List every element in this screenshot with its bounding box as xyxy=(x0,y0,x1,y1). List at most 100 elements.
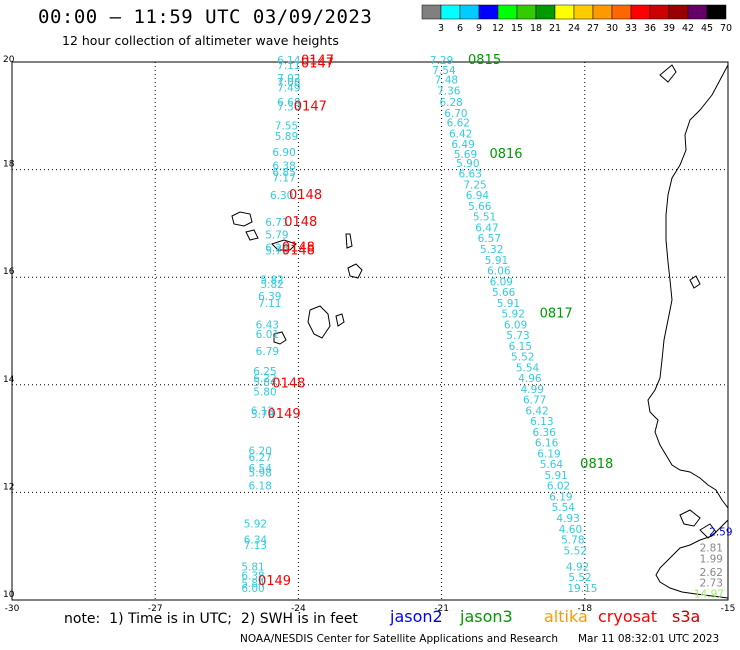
wave-height-value: 5.89 xyxy=(275,131,298,143)
pass-time-label: 0149 xyxy=(268,407,301,422)
pass-time-label: 0148 xyxy=(289,188,322,203)
chart-title: 00:00 – 11:59 UTC 03/09/2023 xyxy=(38,6,373,28)
axis-tick-labels: -30 -27 -24 -21 -18 -15 10 12 14 16 18 20 xyxy=(3,55,735,614)
scale-swatch xyxy=(687,4,708,20)
y-tick-label: 20 xyxy=(3,55,15,65)
wave-height-value: 6.62 xyxy=(447,118,470,130)
wave-height-value: 6.20 xyxy=(249,446,272,458)
satellite-legend-jason2: jason2 xyxy=(390,607,443,626)
scale-label: 6 xyxy=(457,23,463,34)
coast-island-c xyxy=(679,509,701,527)
scale-label: 3 xyxy=(438,23,444,34)
wave-height-value: 6.18 xyxy=(249,481,272,493)
wave-height-value: 7.36 xyxy=(437,85,461,97)
scale-swatch xyxy=(630,4,651,20)
scale-swatch xyxy=(440,4,461,20)
wave-height-value: 5.79 xyxy=(265,246,288,258)
wave-height-value: 6.63 xyxy=(459,169,482,181)
wave-height-value: 6.19 xyxy=(537,448,560,460)
grid-lines xyxy=(12,62,728,600)
pass-time-label: 0818 xyxy=(580,457,613,472)
scale-swatch xyxy=(497,4,518,20)
x-tick-label: -15 xyxy=(721,604,736,614)
wave-height-value: 6.09 xyxy=(504,319,527,331)
wave-height-value: 5.84 xyxy=(253,377,277,389)
wave-height-value: 6.54 xyxy=(249,463,273,475)
island-maio xyxy=(335,313,345,327)
wave-height-value: 5.92 xyxy=(502,309,525,321)
scale-swatch xyxy=(649,4,670,20)
y-tick-label: 18 xyxy=(3,160,15,170)
wave-height-value: 6.70 xyxy=(444,108,467,120)
pass-time-label: 0149 xyxy=(258,574,291,589)
island-santo-antao xyxy=(231,211,253,227)
island-sao-nicolau xyxy=(271,239,297,251)
wave-height-value: 7.02 xyxy=(277,73,300,85)
island-fogo xyxy=(273,331,287,345)
y-tick-label: 14 xyxy=(3,375,15,385)
wave-height-value: 2.62 xyxy=(700,567,723,579)
wave-height-value: 7.17 xyxy=(272,172,295,184)
scale-label: 45 xyxy=(701,23,713,34)
wave-height-value: 2.73 xyxy=(700,578,723,590)
wave-height-value: 7.11 xyxy=(277,60,300,72)
footer-generated-time: Mar 11 08:32:01 UTC 2023 xyxy=(578,633,720,645)
coast-island-d xyxy=(699,523,717,539)
wave-height-value: 5.66 xyxy=(468,201,492,213)
wave-height-value: 4.92 xyxy=(566,561,589,573)
wave-height-value: 6.47 xyxy=(475,222,498,234)
wave-height-value: 6.12 xyxy=(251,405,274,417)
wave-height-value: 6.94 xyxy=(466,190,490,202)
pass-time-label: 0815 xyxy=(468,53,501,68)
scale-label: 36 xyxy=(644,23,656,34)
wave-height-value: 5.51 xyxy=(473,212,496,224)
wave-height-value: 7.13 xyxy=(244,540,267,552)
wave-height-value: 5.32 xyxy=(480,244,503,256)
wave-height-value: 5.90 xyxy=(456,158,479,170)
x-tick-label: -27 xyxy=(148,604,163,614)
wave-height-value: 1.99 xyxy=(700,553,723,565)
wave-height-value: 7.48 xyxy=(435,75,458,87)
wave-height-value: 5.92 xyxy=(244,518,267,530)
wave-height-value: 6.79 xyxy=(256,346,279,358)
wave-height-value: 6.39 xyxy=(258,291,281,303)
wave-height-value: 6.42 xyxy=(449,128,472,140)
wave-height-value: 7.29 xyxy=(430,55,453,67)
wave-height-value: 6.71 xyxy=(265,217,288,229)
scale-swatch xyxy=(478,4,499,20)
satellite-legend-jason3: jason3 xyxy=(460,607,513,626)
pass-time-label: 0148 xyxy=(282,244,315,259)
wave-height-value: 5.52 xyxy=(564,545,587,557)
wave-height-value: 5.82 xyxy=(260,279,283,291)
wave-height-value: 6.34 xyxy=(244,535,268,547)
satellite-legend-altika: altika xyxy=(544,607,588,626)
wave-height-value: 5.91 xyxy=(497,298,520,310)
wave-height-value: 4.93 xyxy=(556,513,579,525)
wave-height-value: 6.68 xyxy=(277,97,300,109)
pass-time-label: 0147 xyxy=(294,99,327,114)
wave-height-value: 7.55 xyxy=(275,120,298,132)
wave-height-value: 4.96 xyxy=(518,373,542,385)
wave-height-value: 6.38 xyxy=(241,571,264,583)
wave-height-value: 6.16 xyxy=(535,438,559,450)
pass-time-label: 0148 xyxy=(284,215,317,230)
wave-height-value: 6.30 xyxy=(270,190,293,202)
coast-island-a xyxy=(659,64,677,83)
africa-coastline-south xyxy=(655,519,729,599)
scale-swatch xyxy=(573,4,594,20)
scale-label: 33 xyxy=(625,23,637,34)
x-tick-label: -21 xyxy=(434,604,449,614)
wave-height-value: 5.79 xyxy=(265,229,288,241)
wave-height-value: 19.15 xyxy=(567,583,597,595)
island-sal xyxy=(345,233,353,249)
wave-height-value: 6.28 xyxy=(439,97,462,109)
wave-height-value: 5.54 xyxy=(552,502,576,514)
plot-frame xyxy=(11,61,729,601)
track-cryosat: 6.147.117.027.087.496.687.307.555.896.90… xyxy=(241,54,334,595)
wave-height-value: 5.66 xyxy=(492,287,516,299)
wave-height-value: 5.98 xyxy=(249,467,272,479)
coastline xyxy=(231,64,729,599)
island-boa-vista xyxy=(347,263,363,279)
pass-time-label: 0147 xyxy=(301,56,334,71)
